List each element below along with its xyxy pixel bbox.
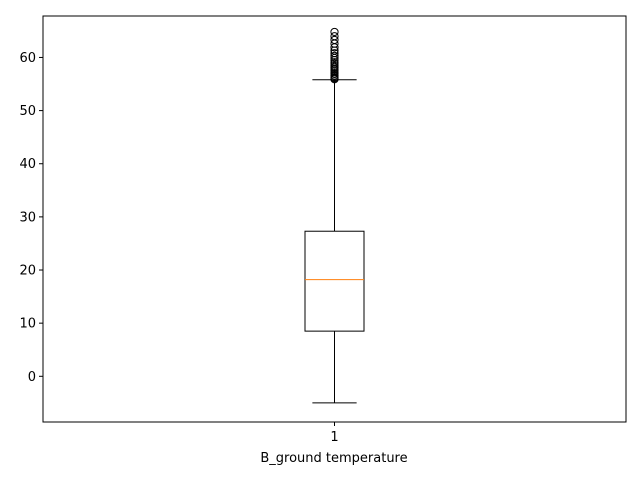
outlier-point xyxy=(330,35,339,45)
y-axis: 0 10 20 30 40 50 60 xyxy=(19,51,43,385)
outlier-point xyxy=(330,27,339,37)
y-tick-label: 60 xyxy=(19,51,36,66)
x-axis-label: B_ground temperature xyxy=(260,451,407,466)
outlier-point xyxy=(330,51,339,60)
outlier-point xyxy=(330,58,339,67)
x-tick-label: 1 xyxy=(330,430,338,445)
plot-frame xyxy=(42,15,627,423)
y-tick-label: 30 xyxy=(19,210,36,225)
y-tick-label: 50 xyxy=(19,104,36,119)
outlier-point xyxy=(330,49,339,58)
y-tick-label: 10 xyxy=(19,317,36,332)
y-tick-label: 0 xyxy=(28,370,36,385)
outlier-point xyxy=(330,61,339,71)
box-series xyxy=(304,27,365,404)
y-tick-label: 20 xyxy=(19,264,36,279)
outlier-point xyxy=(330,32,339,41)
iqr-box xyxy=(304,230,365,332)
x-axis: 1 xyxy=(330,422,339,445)
y-tick-label: 40 xyxy=(19,157,36,172)
